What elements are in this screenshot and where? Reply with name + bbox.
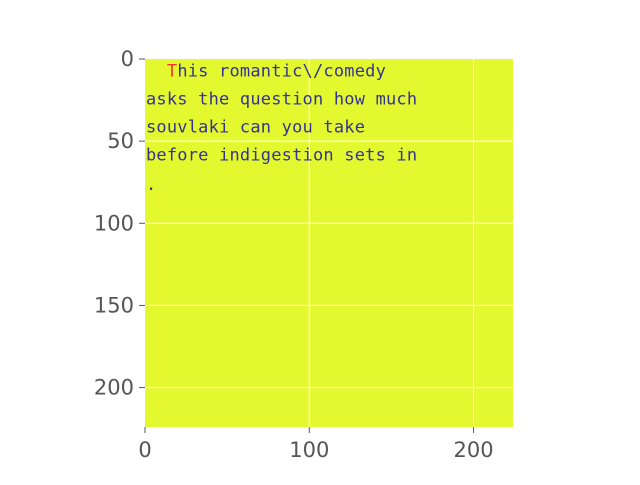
x-tick-label: 100: [289, 438, 329, 462]
y-tick-label: 100: [94, 211, 134, 235]
y-tick-label: 200: [94, 376, 134, 400]
image-text-line: This romantic\/comedy: [146, 62, 386, 82]
image-text-line: asks the question how much: [146, 89, 417, 109]
image-background: [145, 59, 513, 427]
image-text-line: souvlaki can you take: [146, 117, 365, 137]
y-tick-label: 50: [107, 129, 134, 153]
x-axis: 0 100 200: [138, 427, 494, 462]
image-text-line: .: [146, 175, 156, 195]
x-tick-label: 0: [138, 438, 151, 462]
x-tick-label: 200: [454, 438, 494, 462]
grid-lines: [145, 59, 513, 427]
y-axis: 0 50 100 150 200: [94, 47, 145, 400]
y-tick-label: 0: [121, 47, 134, 71]
image-text-line: before indigestion sets in: [146, 145, 417, 165]
image-text-group: This romantic\/comedy asks the question h…: [146, 62, 417, 195]
y-tick-label: 150: [94, 293, 134, 317]
